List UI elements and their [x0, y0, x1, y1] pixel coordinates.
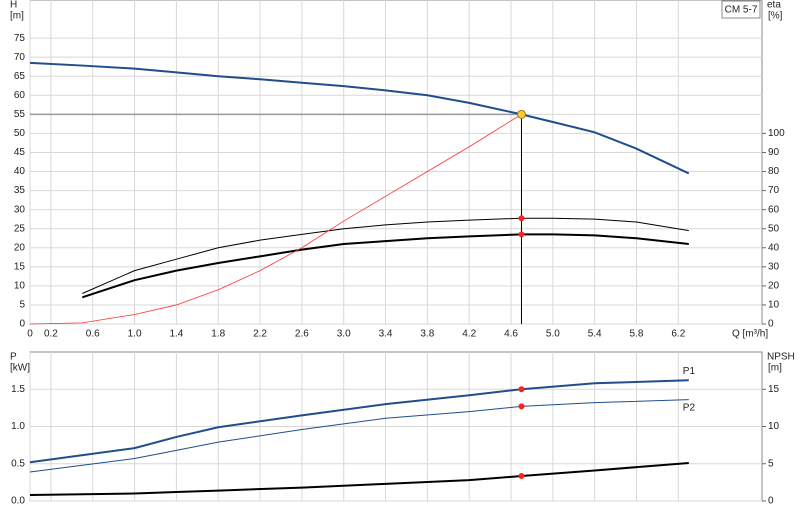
y2-tick-label: 50	[768, 223, 780, 234]
y-tick-label: 0	[19, 319, 25, 330]
x-tick-label: 3.4	[379, 329, 393, 340]
curve	[29, 462, 689, 497]
curve	[29, 379, 689, 464]
y-axis-unit: [kW]	[10, 363, 30, 374]
y2-tick-label: 5	[768, 458, 774, 469]
y-tick-label: 75	[14, 33, 26, 44]
y-axis-label: P	[10, 352, 17, 363]
y-axis-label: H	[10, 0, 17, 11]
y2-tick-label: 90	[768, 147, 780, 158]
y-tick-label: 35	[14, 185, 26, 196]
x-tick-label: 4.2	[462, 329, 476, 340]
y2-tick-label: 60	[768, 204, 780, 215]
y-tick-label: 25	[14, 223, 26, 234]
x-tick-label: 4.6	[504, 329, 518, 340]
x-tick-label: 1.4	[169, 329, 183, 340]
y-tick-label: 65	[14, 71, 26, 82]
y2-tick-label: 80	[768, 166, 780, 177]
y2-tick-label: 20	[768, 281, 780, 292]
x-tick-label: 0.2	[44, 329, 58, 340]
y2-axis-unit: [m]	[768, 363, 782, 374]
y2-tick-label: 15	[768, 384, 780, 395]
y-tick-label: 5	[19, 300, 25, 311]
x-tick-label: 5.0	[546, 329, 560, 340]
x-tick-label: 3.0	[337, 329, 351, 340]
duty-point	[518, 215, 525, 222]
y-tick-label: 70	[14, 52, 26, 63]
y-tick-label: 40	[14, 166, 26, 177]
y2-tick-label: 10	[768, 300, 780, 311]
x-tick-label: 0	[27, 329, 33, 340]
y2-axis-unit: [%]	[768, 11, 783, 22]
x-tick-label: 2.6	[295, 329, 309, 340]
x-tick-label: 3.8	[420, 329, 434, 340]
y-tick-label: 20	[14, 242, 26, 253]
plot-area	[29, 0, 763, 325]
y2-axis-label: NPSH	[767, 352, 795, 363]
x-tick-label: 5.8	[630, 329, 644, 340]
curve	[82, 217, 689, 294]
y-tick-label: 1.0	[11, 421, 25, 432]
x-tick-label: 0.6	[86, 329, 100, 340]
curve	[81, 233, 689, 299]
curve	[29, 399, 689, 473]
duty-point	[518, 473, 525, 480]
operating-point	[516, 109, 526, 119]
y-tick-label: 0.0	[11, 496, 25, 507]
series-label: P1	[683, 366, 696, 377]
y-tick-label: 60	[14, 90, 26, 101]
duty-point	[518, 386, 525, 393]
x-tick-label: 2.2	[253, 329, 267, 340]
curve	[29, 61, 690, 175]
y-tick-label: 15	[14, 261, 26, 272]
y-tick-label: 0.5	[11, 458, 25, 469]
y2-tick-label: 0	[768, 319, 774, 330]
y2-tick-label: 30	[768, 261, 780, 272]
x-tick-label: 5.4	[588, 329, 602, 340]
y2-tick-label: 100	[768, 128, 785, 139]
y-tick-label: 45	[14, 147, 26, 158]
annotation: CM 5-7	[725, 5, 758, 16]
annotation-box	[721, 0, 761, 19]
y-tick-label: 50	[14, 128, 26, 139]
series-label: P2	[683, 402, 696, 413]
y2-tick-label: 70	[768, 185, 780, 196]
x-tick-label: 1.0	[128, 329, 142, 340]
y-tick-label: 30	[14, 204, 26, 215]
y2-tick-label: 10	[768, 421, 780, 432]
x-axis-label: Q [m³/h]	[732, 329, 768, 340]
duty-point	[518, 231, 525, 238]
y-tick-label: 1.5	[11, 384, 25, 395]
y2-axis-label: eta	[767, 0, 781, 11]
y-tick-label: 10	[14, 281, 26, 292]
y-axis-unit: [m]	[10, 11, 24, 22]
y2-tick-label: 40	[768, 242, 780, 253]
x-tick-label: 1.8	[211, 329, 225, 340]
curve	[29, 114, 522, 325]
y2-tick-label: 0	[768, 496, 774, 507]
x-tick-label: 6.2	[671, 329, 685, 340]
duty-point	[518, 403, 525, 410]
y-tick-label: 55	[14, 109, 26, 120]
